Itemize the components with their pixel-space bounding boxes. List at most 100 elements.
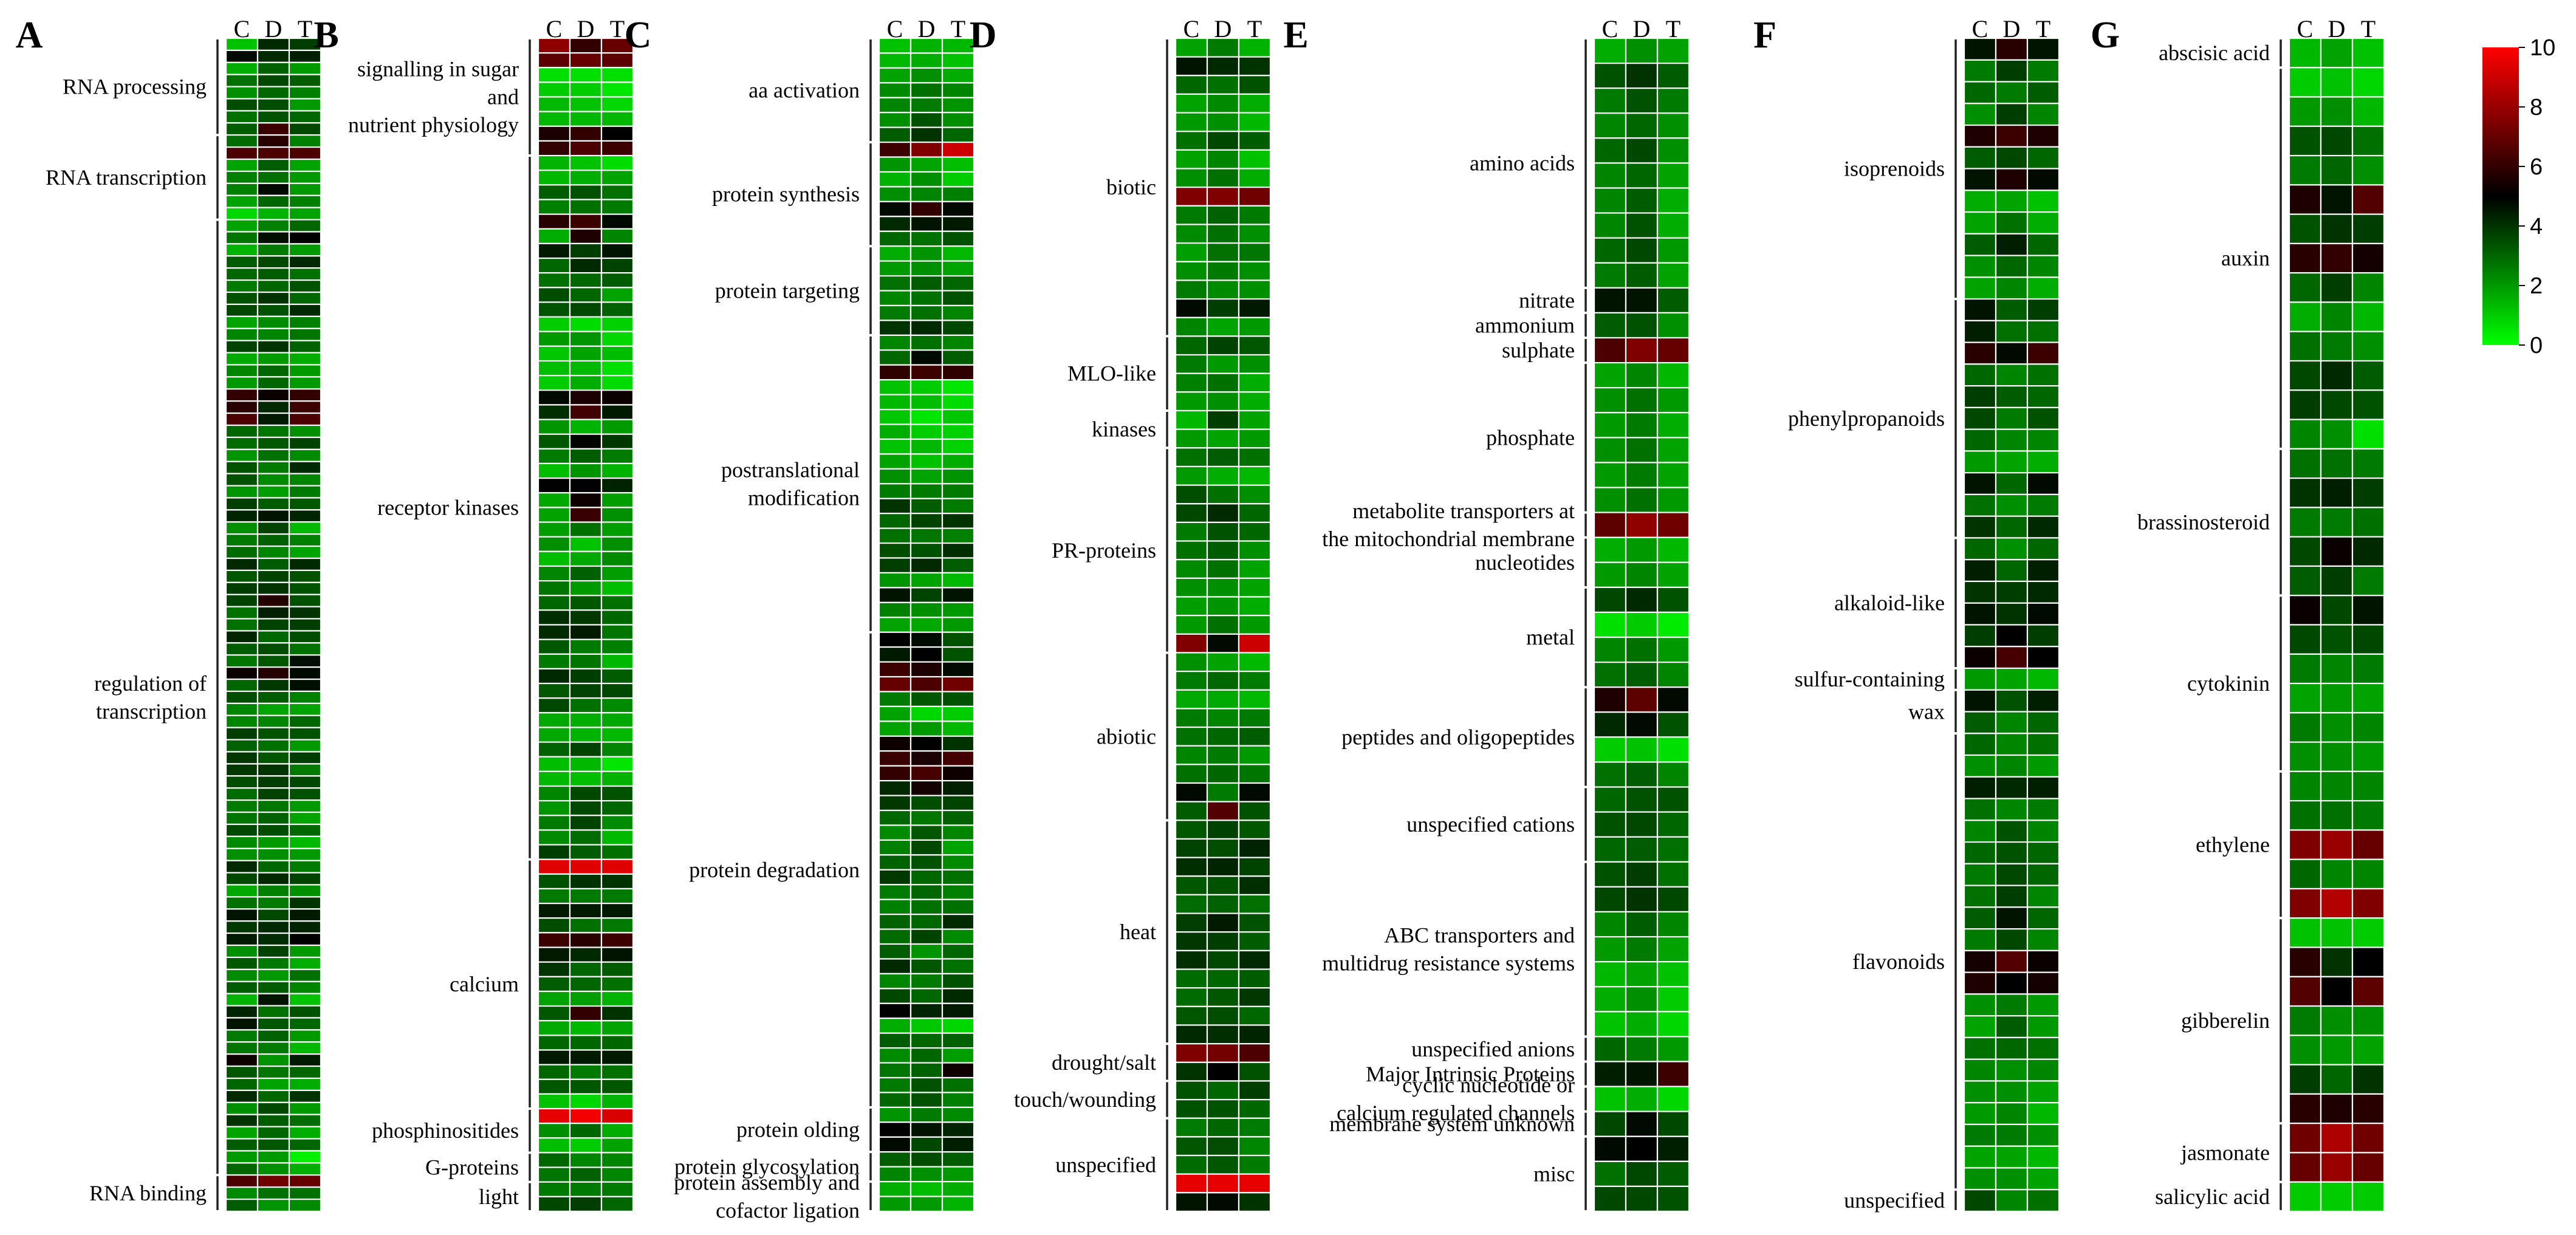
heatmap-cell	[288, 1041, 322, 1055]
heatmap-cell	[1238, 931, 1272, 951]
heatmap-cell	[569, 111, 603, 127]
heatmap-cell	[909, 527, 944, 544]
heatmap-cell	[909, 676, 944, 693]
heatmap-cell	[1656, 611, 1690, 638]
heatmap-cell	[537, 404, 571, 420]
heatmap-cell	[569, 888, 603, 905]
heatmap-cell	[569, 125, 603, 142]
heatmap-cell	[909, 334, 944, 351]
heatmap-cell	[256, 618, 290, 632]
heatmap-cell	[1593, 1086, 1627, 1112]
heatmap-cell	[288, 751, 322, 765]
heatmap-cell	[1963, 1189, 1997, 1213]
heatmap-cell	[909, 423, 944, 440]
heatmap-cell	[288, 436, 322, 450]
heatmap-cell	[2288, 800, 2322, 831]
heatmap-cell	[225, 630, 259, 644]
heatmap-cell	[1206, 1192, 1240, 1213]
heatmap-cell	[941, 958, 975, 975]
heatmap-cell	[878, 304, 912, 321]
heatmap-cell	[909, 587, 944, 603]
heatmap-cell	[941, 557, 975, 574]
heatmap-cell	[1625, 1185, 1659, 1213]
heatmap-cell	[288, 727, 322, 741]
heatmap-cell	[1174, 782, 1208, 802]
heatmap-cell	[537, 844, 571, 860]
heatmap-cell	[569, 492, 603, 508]
heatmap-cell	[909, 601, 944, 618]
heatmap-cell	[225, 932, 259, 946]
heatmap-cell	[909, 1002, 944, 1019]
heatmap-cell	[878, 438, 912, 455]
heatmap-cell	[2026, 341, 2060, 365]
heatmap-cell	[2026, 928, 2060, 951]
heatmap-cell	[1174, 615, 1208, 635]
heatmap-cell	[878, 186, 912, 202]
heatmap-cell	[1625, 511, 1659, 538]
heatmap-cell	[878, 1062, 912, 1079]
heatmap-cell	[878, 705, 912, 722]
heatmap-cell	[1963, 276, 1997, 300]
heatmap-cell	[909, 572, 944, 589]
heatmap-cell	[1995, 819, 2029, 843]
heatmap-cell	[1995, 341, 2029, 365]
heatmap-cell	[909, 245, 944, 262]
heatmap-cell	[225, 37, 259, 52]
heatmap-cell	[1625, 112, 1659, 139]
heatmap-cell	[225, 473, 259, 487]
heatmap-cell	[2351, 741, 2385, 772]
heatmap-cell	[1995, 515, 2029, 539]
heatmap-cell	[288, 1029, 322, 1043]
heatmap-cell	[909, 720, 944, 737]
heatmap-cell	[288, 823, 322, 837]
heatmap-cell	[569, 741, 603, 758]
heatmap-cell	[2288, 477, 2322, 508]
heatmap-cell	[1963, 59, 1997, 83]
heatmap-cell	[256, 49, 290, 63]
heatmap-cell	[569, 287, 603, 303]
heatmap-cell	[2288, 37, 2322, 69]
heatmap-cell	[256, 932, 290, 946]
panel-letter: F	[1753, 15, 1776, 56]
heatmap-cell	[941, 1166, 975, 1183]
heatmap-cell	[909, 1106, 944, 1123]
heatmap-cell	[288, 497, 322, 511]
heatmap-cell	[288, 533, 322, 547]
heatmap-cell	[600, 727, 634, 743]
heatmap-cell	[2320, 1035, 2354, 1066]
heatmap-cell	[1174, 912, 1208, 933]
heatmap-cell	[1206, 242, 1240, 262]
group-label: RNA binding	[89, 1181, 207, 1205]
heatmap-cell	[1593, 836, 1627, 863]
heatmap-cell	[909, 928, 944, 945]
heatmap-cell	[256, 400, 290, 414]
heatmap-cell	[941, 334, 975, 351]
heatmap-cell	[909, 453, 944, 470]
heatmap-cell	[1206, 912, 1240, 933]
heatmap-cell	[2288, 507, 2322, 538]
heatmap-cell	[2026, 320, 2060, 343]
heatmap-cell	[1593, 287, 1627, 314]
heatmap-cell	[2026, 211, 2060, 234]
heatmap-cell	[288, 872, 322, 886]
heatmap-cell	[941, 988, 975, 1004]
row-group: membrane system unknown	[1329, 1110, 1690, 1137]
heatmap-cell	[1174, 186, 1208, 207]
heatmap-cell	[1174, 1080, 1208, 1101]
heatmap-cell	[1995, 255, 2029, 278]
heatmap-cell	[569, 345, 603, 362]
heatmap-cell	[1174, 205, 1208, 225]
heatmap-cell	[256, 787, 290, 801]
heatmap-cell	[941, 735, 975, 752]
heatmap-cell	[2288, 242, 2322, 274]
heatmap-cell	[2351, 653, 2385, 685]
heatmap-cell	[1593, 536, 1627, 563]
heatmap-cell	[1174, 819, 1208, 840]
heatmap-cell	[1238, 1117, 1272, 1138]
heatmap-cell	[1995, 103, 2029, 126]
heatmap-cell	[225, 388, 259, 402]
heatmap-cell	[2320, 1093, 2354, 1124]
